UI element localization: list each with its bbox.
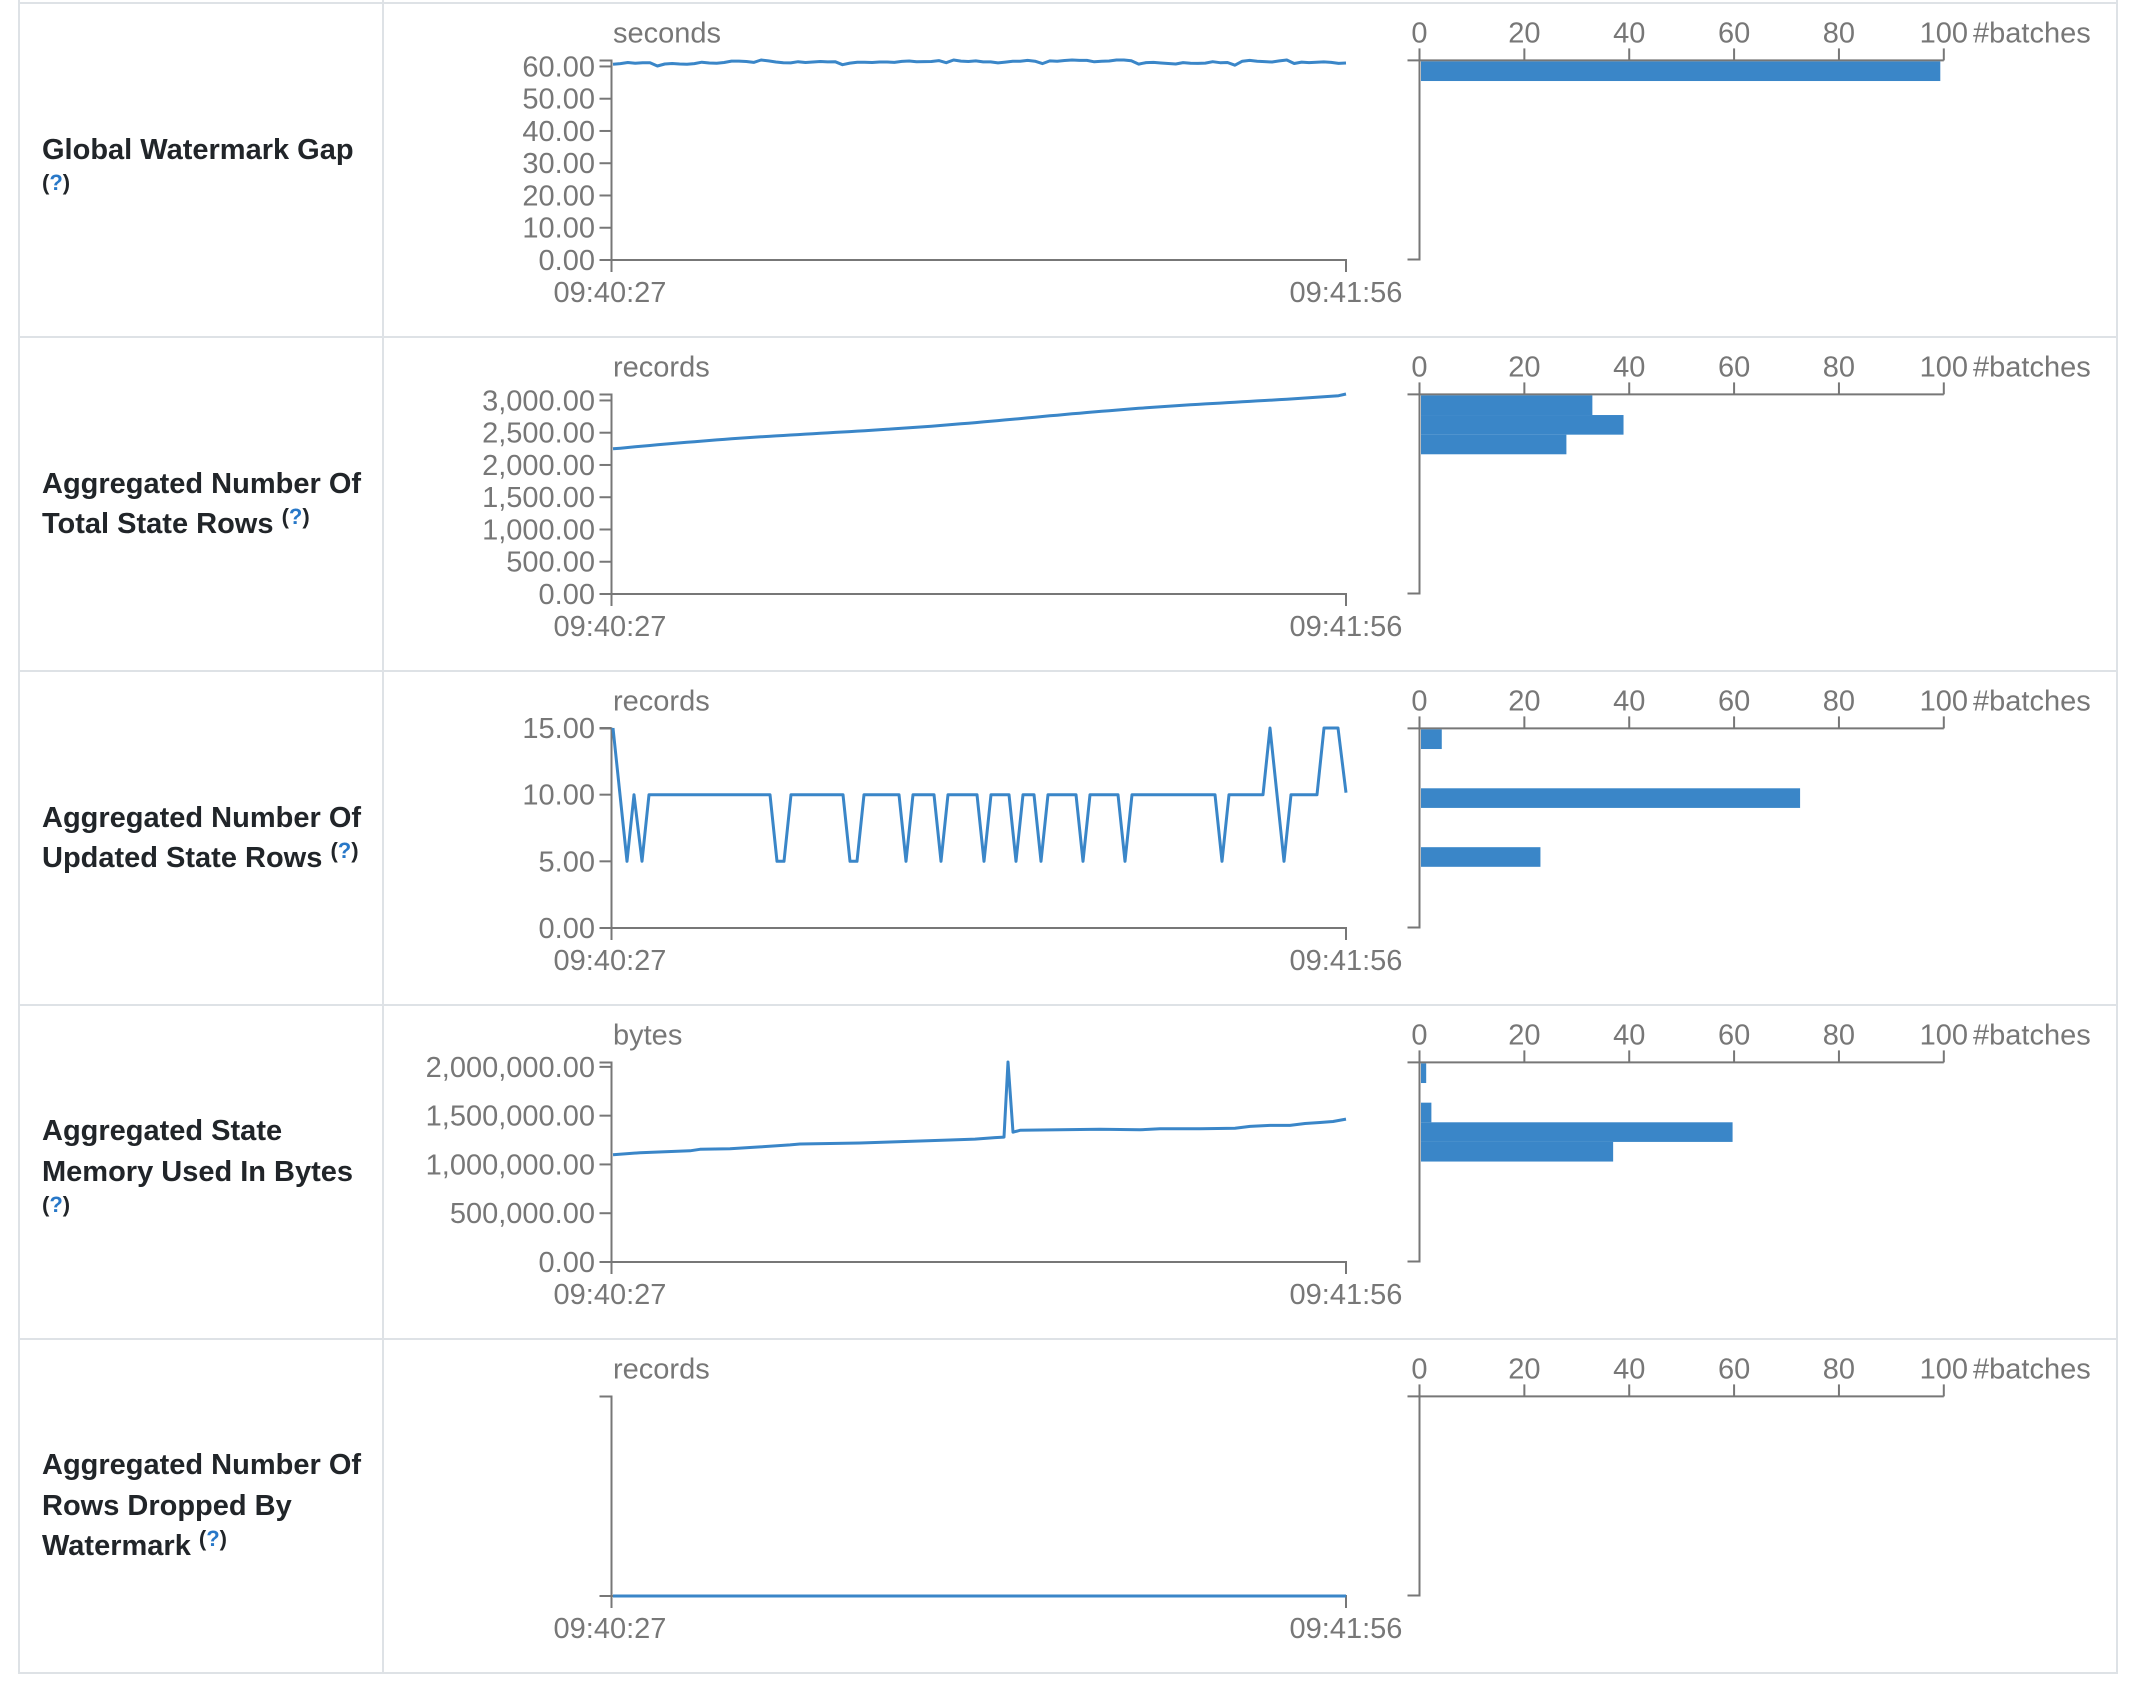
svg-text:records: records bbox=[613, 1354, 710, 1386]
svg-text:80: 80 bbox=[1823, 1354, 1855, 1386]
svg-text:09:41:56: 09:41:56 bbox=[1290, 277, 1403, 309]
svg-text:#batches: #batches bbox=[1973, 352, 2091, 384]
svg-text:100: 100 bbox=[1920, 1020, 1968, 1052]
svg-text:100: 100 bbox=[1920, 18, 1968, 50]
svg-text:09:41:56: 09:41:56 bbox=[1290, 945, 1403, 977]
svg-text:100: 100 bbox=[1920, 1354, 1968, 1386]
svg-text:40: 40 bbox=[1613, 18, 1645, 50]
svg-text:1,000,000.00: 1,000,000.00 bbox=[426, 1149, 595, 1181]
svg-text:0.00: 0.00 bbox=[539, 579, 595, 611]
svg-text:40: 40 bbox=[1613, 352, 1645, 384]
svg-text:0.00: 0.00 bbox=[539, 1247, 595, 1279]
svg-text:1,000.00: 1,000.00 bbox=[482, 514, 595, 546]
svg-text:09:41:56: 09:41:56 bbox=[1290, 1613, 1403, 1645]
svg-text:#batches: #batches bbox=[1973, 1020, 2091, 1052]
svg-text:0: 0 bbox=[1411, 686, 1427, 718]
svg-text:seconds: seconds bbox=[613, 18, 721, 50]
svg-text:80: 80 bbox=[1823, 18, 1855, 50]
svg-text:100: 100 bbox=[1920, 686, 1968, 718]
svg-text:500.00: 500.00 bbox=[506, 547, 595, 579]
svg-text:1,500,000.00: 1,500,000.00 bbox=[426, 1101, 595, 1133]
svg-text:0: 0 bbox=[1411, 18, 1427, 50]
svg-text:0: 0 bbox=[1411, 352, 1427, 384]
svg-text:20: 20 bbox=[1508, 1354, 1540, 1386]
svg-text:1,500.00: 1,500.00 bbox=[482, 482, 595, 514]
svg-text:20: 20 bbox=[1508, 686, 1540, 718]
svg-text:40.00: 40.00 bbox=[522, 116, 595, 148]
svg-text:0: 0 bbox=[1411, 1354, 1427, 1386]
svg-text:#batches: #batches bbox=[1973, 1354, 2091, 1386]
svg-text:20: 20 bbox=[1508, 1020, 1540, 1052]
svg-text:#batches: #batches bbox=[1973, 18, 2091, 50]
svg-text:#batches: #batches bbox=[1973, 686, 2091, 718]
svg-text:records: records bbox=[613, 686, 710, 718]
svg-text:15.00: 15.00 bbox=[522, 713, 595, 745]
svg-text:40: 40 bbox=[1613, 1354, 1645, 1386]
svg-text:80: 80 bbox=[1823, 1020, 1855, 1052]
svg-text:60.00: 60.00 bbox=[522, 51, 595, 83]
svg-text:60: 60 bbox=[1718, 686, 1750, 718]
svg-text:20.00: 20.00 bbox=[522, 180, 595, 212]
svg-text:2,000.00: 2,000.00 bbox=[482, 450, 595, 482]
svg-text:2,500.00: 2,500.00 bbox=[482, 418, 595, 450]
svg-text:80: 80 bbox=[1823, 352, 1855, 384]
svg-text:60: 60 bbox=[1718, 352, 1750, 384]
svg-text:bytes: bytes bbox=[613, 1020, 682, 1052]
svg-text:09:40:27: 09:40:27 bbox=[554, 1279, 667, 1311]
svg-text:0.00: 0.00 bbox=[539, 913, 595, 945]
svg-text:09:40:27: 09:40:27 bbox=[554, 1613, 667, 1645]
svg-text:3,000.00: 3,000.00 bbox=[482, 385, 595, 417]
svg-text:20: 20 bbox=[1508, 18, 1540, 50]
svg-text:10.00: 10.00 bbox=[522, 213, 595, 245]
svg-text:40: 40 bbox=[1613, 1020, 1645, 1052]
svg-text:30.00: 30.00 bbox=[522, 148, 595, 180]
svg-text:60: 60 bbox=[1718, 18, 1750, 50]
svg-text:5.00: 5.00 bbox=[539, 846, 595, 878]
svg-text:0: 0 bbox=[1411, 1020, 1427, 1052]
svg-text:80: 80 bbox=[1823, 686, 1855, 718]
svg-text:2,000,000.00: 2,000,000.00 bbox=[426, 1052, 595, 1084]
svg-text:records: records bbox=[613, 352, 710, 384]
svg-text:20: 20 bbox=[1508, 352, 1540, 384]
svg-text:50.00: 50.00 bbox=[522, 84, 595, 116]
svg-text:100: 100 bbox=[1920, 352, 1968, 384]
svg-text:60: 60 bbox=[1718, 1354, 1750, 1386]
svg-text:09:41:56: 09:41:56 bbox=[1290, 611, 1403, 643]
svg-text:10.00: 10.00 bbox=[522, 780, 595, 812]
svg-text:09:40:27: 09:40:27 bbox=[554, 277, 667, 309]
svg-text:09:40:27: 09:40:27 bbox=[554, 611, 667, 643]
svg-text:09:41:56: 09:41:56 bbox=[1290, 1279, 1403, 1311]
svg-text:0.00: 0.00 bbox=[539, 245, 595, 277]
svg-text:09:40:27: 09:40:27 bbox=[554, 945, 667, 977]
svg-text:40: 40 bbox=[1613, 686, 1645, 718]
svg-text:60: 60 bbox=[1718, 1020, 1750, 1052]
svg-text:500,000.00: 500,000.00 bbox=[450, 1198, 595, 1230]
